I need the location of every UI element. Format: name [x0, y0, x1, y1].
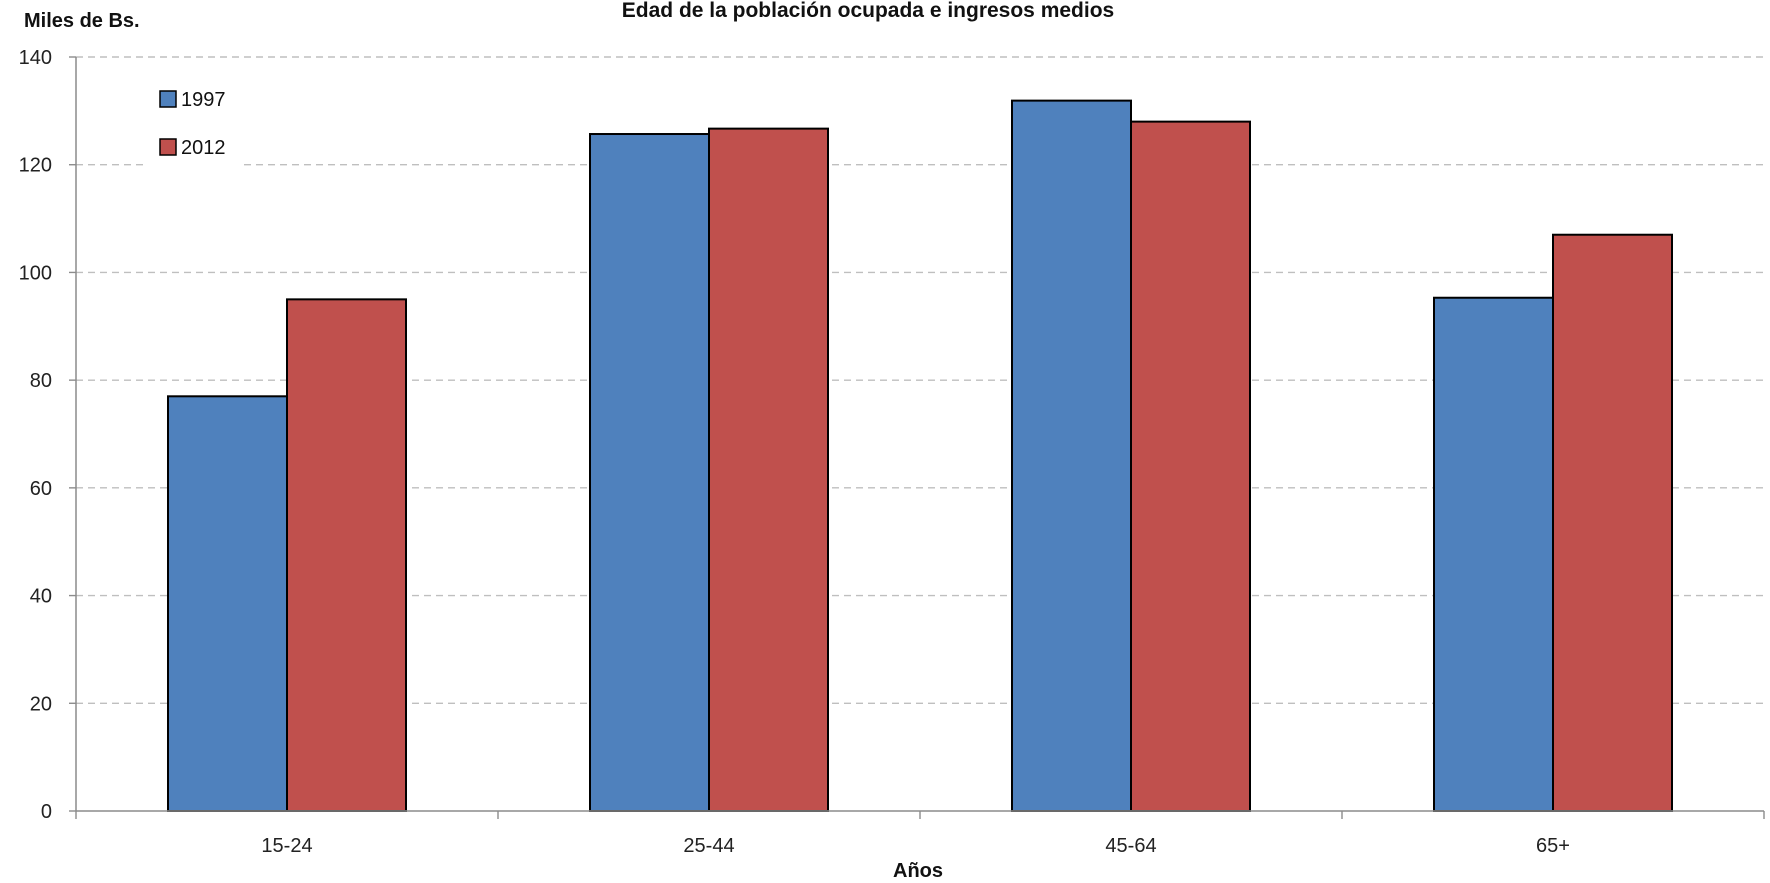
bars	[167, 99, 1673, 813]
x-tick-label: 15-24	[261, 835, 312, 857]
legend-label-1997: 1997	[181, 89, 226, 111]
y-tick-label: 20	[30, 693, 52, 715]
legend-label-2012: 2012	[181, 137, 226, 159]
x-tick-label: 65+	[1536, 835, 1570, 857]
legend-swatch-1997	[159, 90, 177, 108]
bar-1997-15-24	[167, 395, 288, 812]
bar-2012-15-24	[286, 298, 407, 812]
y-tick-label: 40	[30, 586, 52, 608]
x-axis-title: Años	[893, 860, 943, 882]
y-tick-label: 0	[41, 801, 52, 823]
bar-2012-25-44	[708, 127, 829, 812]
bar-1997-45-64	[1011, 99, 1132, 813]
chart-title: Edad de la población ocupada e ingresos …	[622, 0, 1114, 22]
bar-1997-65+	[1433, 296, 1554, 812]
bar-2012-65+	[1552, 233, 1673, 812]
bar-2012-45-64	[1130, 120, 1251, 812]
x-tick-label: 25-44	[683, 835, 734, 857]
bar-1997-25-44	[589, 133, 710, 813]
x-tick-label: 45-64	[1105, 835, 1156, 857]
y-axis-ticks: 0 20 40 60 80 100 120 140	[19, 47, 76, 823]
y-tick-label: 60	[30, 478, 52, 500]
legend: 1997 2012	[145, 84, 240, 174]
x-axis-ticks: 15-24 25-44 45-64 65+	[75, 811, 1765, 857]
y-tick-label: 120	[19, 155, 52, 177]
y-axis-title: Miles de Bs.	[24, 10, 140, 32]
legend-swatch-2012	[159, 138, 177, 156]
y-tick-label: 140	[19, 47, 52, 69]
y-tick-label: 80	[30, 370, 52, 392]
y-tick-label: 100	[19, 262, 52, 284]
